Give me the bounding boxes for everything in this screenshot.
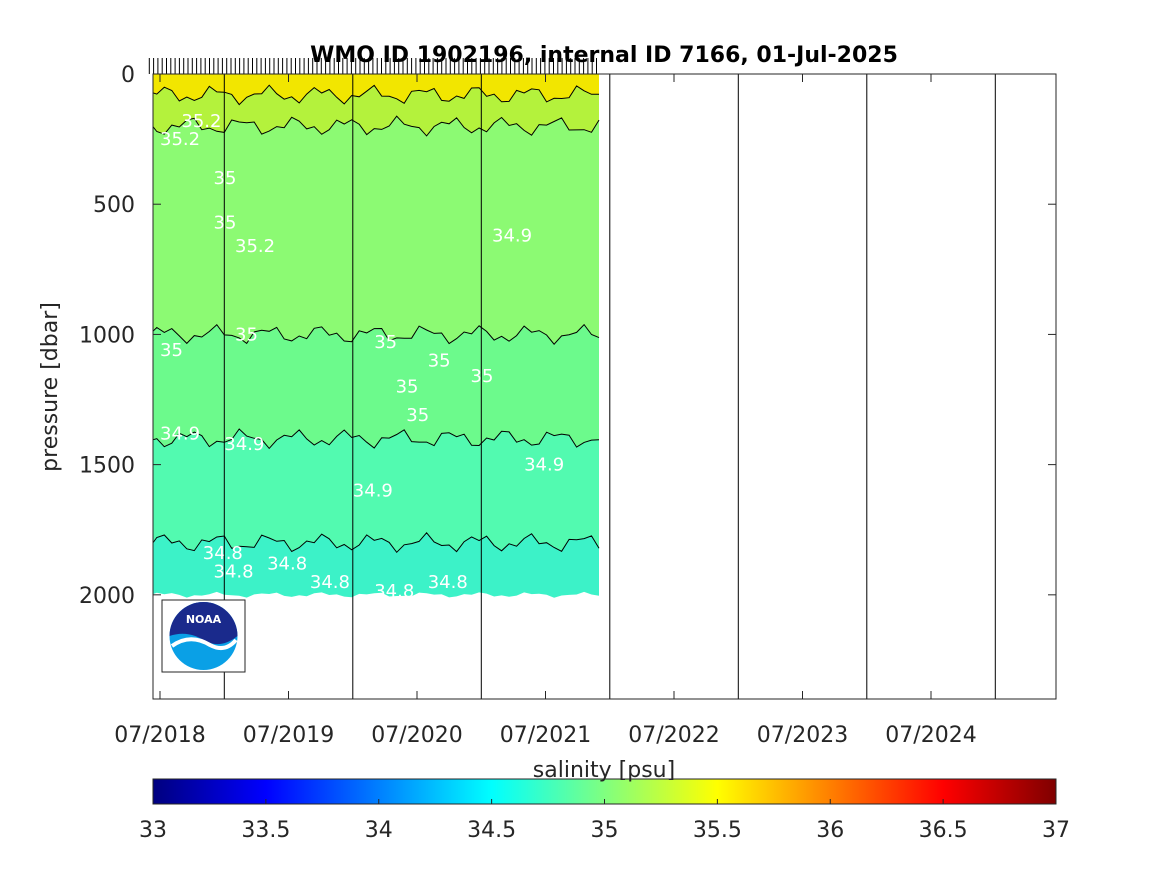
y-tick-label: 0 xyxy=(121,63,135,88)
colorbar-tick-label: 36 xyxy=(816,818,844,843)
contour-label: 34.9 xyxy=(524,455,564,476)
contour-label: 35 xyxy=(374,332,397,353)
contour-label: 34.9 xyxy=(353,481,393,502)
contour-label: 34.9 xyxy=(160,423,200,444)
contour-label: 34.8 xyxy=(374,581,414,602)
y-tick-label: 500 xyxy=(93,193,135,218)
colorbar: salinity [psu] 33 33.5 34 34.5 35 35.5 36 36.5 3… xyxy=(139,758,1070,843)
x-tick-label: 07/2022 xyxy=(628,723,719,748)
salinity-layer xyxy=(153,324,599,449)
contour-label: 35 xyxy=(235,324,258,345)
salinity-layer xyxy=(153,429,599,553)
contour-label: 35 xyxy=(214,168,237,189)
noaa-logo-text: NOAA xyxy=(186,613,222,626)
colorbar-tick-label: 34.5 xyxy=(467,818,516,843)
colorbar-tick-label: 35 xyxy=(591,818,619,843)
colorbar-tick-label: 36.5 xyxy=(919,818,968,843)
contour-label: 34.8 xyxy=(267,554,307,575)
salinity-layer xyxy=(153,74,599,105)
year-boundary-lines xyxy=(223,74,996,699)
salinity-layer xyxy=(153,532,599,598)
colorbar-tick-label: 34 xyxy=(365,818,393,843)
contour-label: 35.2 xyxy=(181,111,221,132)
colorbar-tick-label: 33.5 xyxy=(241,818,290,843)
contour-label: 35 xyxy=(214,212,237,233)
contour-label: 34.9 xyxy=(224,434,264,455)
contour-label: 35 xyxy=(428,351,451,372)
x-tick-label: 07/2018 xyxy=(114,723,205,748)
salinity-layer xyxy=(153,116,599,345)
contour-label: 35 xyxy=(396,377,419,398)
colorbar-tick-label: 33 xyxy=(139,818,167,843)
colorbar-tick-label: 35.5 xyxy=(693,818,742,843)
y-axis: 0 500 1000 1500 2000 xyxy=(79,63,1056,609)
x-tick-label: 07/2021 xyxy=(500,723,591,748)
x-axis: 07/2018 07/2019 07/2020 07/2021 07/2022 07/20… xyxy=(114,74,977,748)
observation-ticks xyxy=(148,58,597,74)
y-axis-label: pressure [dbar] xyxy=(38,302,63,472)
contour-label: 34.8 xyxy=(428,572,468,593)
contour-label: 34.8 xyxy=(310,572,350,593)
noaa-logo: NOAA xyxy=(161,599,246,673)
salinity-layers xyxy=(153,74,599,598)
contour-label: 35.2 xyxy=(235,236,275,257)
colorbar-label: salinity [psu] xyxy=(533,758,675,783)
x-tick-label: 07/2024 xyxy=(885,723,976,748)
contour-label: 34.9 xyxy=(492,226,532,247)
contour-label: 35 xyxy=(406,405,429,426)
contour-label: 35.2 xyxy=(160,129,200,150)
y-tick-label: 2000 xyxy=(79,584,135,609)
contour-label: 34.8 xyxy=(214,561,254,582)
colorbar-tick-label: 37 xyxy=(1042,818,1070,843)
contour-label: 35 xyxy=(471,366,494,387)
x-tick-label: 07/2023 xyxy=(757,723,848,748)
y-tick-label: 1000 xyxy=(79,323,135,348)
chart-title: WMO ID 1902196, internal ID 7166, 01-Jul… xyxy=(310,43,898,68)
salinity-layer xyxy=(153,85,599,136)
x-tick-label: 07/2020 xyxy=(371,723,462,748)
x-tick-label: 07/2019 xyxy=(243,723,334,748)
contour-label: 34.8 xyxy=(203,543,243,564)
contour-label: 35 xyxy=(160,340,183,361)
plot-frame xyxy=(152,73,1057,700)
y-tick-label: 1500 xyxy=(79,454,135,479)
